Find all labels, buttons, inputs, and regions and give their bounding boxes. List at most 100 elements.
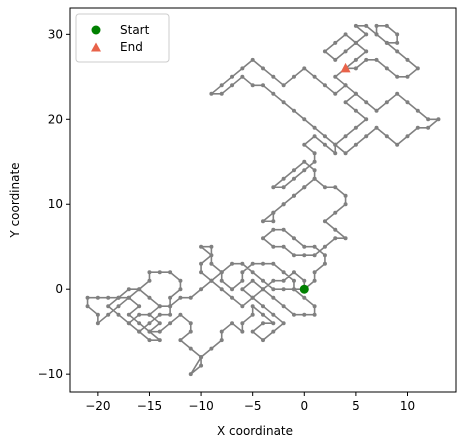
walk-point: [250, 57, 255, 62]
walk-point: [261, 236, 265, 241]
walk-point: [137, 304, 142, 309]
walk-point: [291, 312, 296, 317]
walk-point: [250, 304, 255, 309]
walk-point: [333, 91, 338, 96]
walk-point: [302, 159, 307, 164]
walk-point: [157, 329, 162, 334]
walk-point: [322, 261, 327, 266]
y-axis: −10 0 10 20 30: [38, 27, 70, 381]
walk-point: [291, 168, 296, 173]
walk-point: [240, 278, 245, 283]
walk-point: [147, 295, 152, 300]
walk-point: [250, 261, 255, 266]
walk-point: [322, 219, 327, 224]
walk-point: [281, 202, 286, 207]
walk-point: [405, 100, 410, 105]
walk-point: [322, 83, 327, 88]
walk-point: [384, 40, 389, 45]
walk-point: [333, 40, 338, 45]
walk-point: [271, 185, 276, 190]
walk-point: [261, 312, 265, 317]
walk-point: [250, 278, 255, 283]
walk-point: [250, 329, 255, 334]
walk-point: [178, 338, 183, 343]
walk-point: [281, 321, 286, 326]
y-tick-label: 20: [48, 112, 63, 126]
walk-point: [199, 355, 204, 360]
walk-point: [302, 168, 307, 173]
walk-point: [250, 83, 255, 88]
walk-point: [147, 270, 152, 275]
walk-point: [322, 244, 327, 249]
walk-point: [364, 32, 369, 37]
walk-point: [240, 270, 245, 275]
walk-point: [250, 270, 255, 275]
walk-point: [147, 278, 152, 283]
walk-point: [157, 338, 162, 343]
walk-point: [261, 278, 265, 283]
walk-point: [353, 142, 358, 147]
walk-point: [312, 159, 317, 164]
walk-point: [333, 236, 338, 241]
walk-point: [281, 244, 286, 249]
walk-point: [343, 100, 348, 105]
walk-point: [395, 74, 400, 79]
walk-point: [302, 312, 307, 317]
walk-point: [157, 304, 162, 309]
walk-point: [281, 304, 286, 309]
legend-box: [75, 13, 170, 63]
legend-start-marker: [91, 25, 101, 35]
walk-point: [188, 372, 193, 377]
start-marker: [299, 284, 309, 294]
walk-point: [219, 278, 224, 283]
walk-point: [312, 253, 317, 258]
walk-point: [271, 244, 276, 249]
walk-point: [384, 100, 389, 105]
walk-point: [302, 244, 307, 249]
x-axis-label: X coordinate: [217, 424, 293, 438]
walk-point: [178, 287, 183, 292]
y-axis-label: Y coordinate: [8, 162, 22, 238]
walk-point: [333, 57, 338, 62]
walk-point: [95, 312, 100, 317]
end-marker: [340, 62, 351, 73]
walk-point: [219, 287, 224, 292]
y-tick-label: −10: [38, 367, 63, 381]
y-tick-label: 10: [48, 197, 63, 211]
walk-point: [209, 346, 214, 351]
walk-point: [240, 66, 245, 71]
legend-start-label: Start: [120, 23, 150, 37]
x-axis: −20 −15 −10 −5 0 5 10: [85, 392, 415, 413]
walk-point: [343, 134, 348, 139]
walk-point: [291, 253, 296, 258]
walk-point: [353, 108, 358, 113]
walk-point: [281, 185, 286, 190]
walk-point: [168, 321, 173, 326]
walk-point: [199, 244, 204, 249]
walk-point: [374, 23, 379, 28]
walk-point: [95, 321, 100, 326]
x-tick-label: −5: [244, 399, 262, 413]
walk-point: [364, 57, 369, 62]
walk-point: [178, 278, 183, 283]
walk-point: [271, 227, 276, 232]
walk-point: [157, 270, 162, 275]
legend: Start End: [75, 13, 170, 63]
walk-point: [168, 312, 173, 317]
walk-point: [395, 49, 400, 54]
walk-point: [85, 295, 90, 300]
walk-point: [291, 108, 296, 113]
walk-point: [322, 142, 327, 147]
walk-point: [395, 142, 400, 147]
walk-point: [281, 100, 286, 105]
walk-point: [281, 83, 286, 88]
walk-point: [343, 83, 348, 88]
walk-point: [364, 49, 369, 54]
walk-point: [364, 117, 369, 122]
walk-point: [230, 74, 235, 79]
walk-point: [178, 295, 183, 300]
walk-point: [116, 295, 121, 300]
walk-point: [240, 304, 245, 309]
walk-point: [188, 321, 193, 326]
